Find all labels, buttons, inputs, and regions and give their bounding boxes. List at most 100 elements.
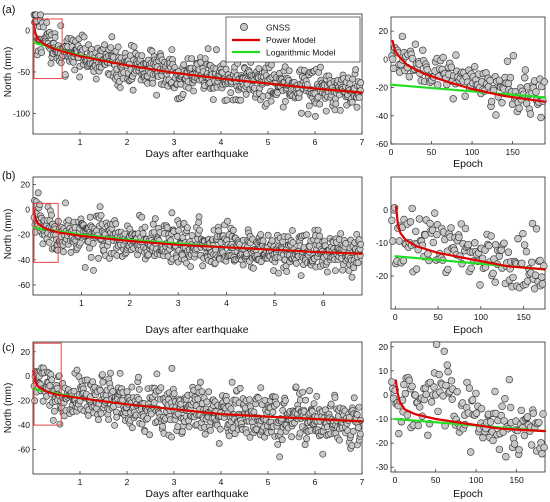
- zoom-xlabel-c: Epoch: [453, 488, 483, 500]
- main-c-gnss-point: [301, 441, 309, 449]
- main-a-xtick-label: 3: [172, 137, 177, 147]
- main-a-gnss-point: [212, 46, 220, 54]
- main-c-gnss-point: [207, 426, 214, 434]
- main-c-gnss-point: [56, 420, 64, 428]
- main-a-gnss-point: [129, 86, 137, 94]
- main-b-gnss-point: [302, 231, 310, 239]
- main-a-gnss-point: [285, 67, 293, 75]
- main-b-gnss-point: [211, 259, 219, 267]
- main-c-gnss-point: [107, 369, 114, 377]
- zoom-c-gnss-point: [458, 399, 467, 407]
- panel-label-a: (a): [2, 4, 15, 16]
- zoom-a-gnss-point: [408, 54, 417, 63]
- zoom-c-gnss-point: [422, 390, 430, 399]
- main-c-gnss-point: [201, 430, 209, 438]
- main-c-gnss-point: [203, 398, 211, 406]
- zoom-b-gnss-point: [485, 242, 493, 250]
- zoom-c-gnss-point: [472, 389, 480, 398]
- main-b-gnss-point: [144, 251, 152, 259]
- main-a-xtick-label: 2: [125, 137, 130, 147]
- main-c-gnss-point: [89, 378, 97, 385]
- main-a-gnss-point: [322, 107, 330, 115]
- zoom-a-gnss-point: [503, 57, 512, 65]
- main-b-gnss-point: [45, 238, 53, 246]
- main-c-gnss-point: [296, 429, 304, 437]
- legend-label-gnss: GNSS: [266, 23, 290, 33]
- zoom-c-gnss-point: [491, 387, 499, 396]
- main-a-xtick-label: 4: [219, 137, 224, 147]
- main-b-gnss-point: [86, 244, 93, 252]
- main-b-xtick-label: 2: [127, 298, 132, 308]
- main-c-gnss-point: [281, 397, 289, 404]
- main-c-gnss-point: [194, 395, 202, 403]
- zoom-b-gnss-point: [431, 209, 439, 217]
- plot-area-b: 1 2 3 4 5 6 20 0 -20 -40 -60: [18, 180, 365, 308]
- zoom-b-gnss-point: [429, 238, 437, 247]
- zoom-c-gnss-point: [477, 405, 486, 413]
- main-a-gnss-point: [201, 55, 209, 62]
- main-c-gnss-point: [335, 436, 343, 444]
- zoom-c-xtick-label: 50: [431, 475, 441, 485]
- main-a-gnss-point: [43, 19, 51, 26]
- zoom-a-gnss-point: [461, 92, 469, 100]
- zoom-c-gnss-point: [388, 378, 396, 386]
- zoom-c-gnss-point: [440, 347, 448, 355]
- main-c-gnss-point: [70, 387, 78, 395]
- main-c-gnss-point: [150, 399, 158, 407]
- main-b-gnss-point: [112, 220, 120, 228]
- main-a-gnss-point: [223, 96, 231, 104]
- main-a-xtick-label: 5: [266, 137, 271, 147]
- main-c-gnss-point: [109, 388, 117, 395]
- zoom-c-gnss-point: [529, 409, 537, 417]
- zoom-b-gnss-point: [467, 264, 475, 272]
- zoom-b-gnss-point: [412, 265, 421, 273]
- main-c-gnss-point: [254, 394, 262, 402]
- main-b-xtick-label: 1: [79, 298, 84, 308]
- main-a-gnss-point: [197, 58, 205, 66]
- zoom-a-gnss-point: [389, 64, 398, 73]
- xlabel-a: Days after earthquake: [145, 148, 248, 160]
- main-c-gnss-point: [308, 407, 316, 415]
- main-c-gnss-point: [353, 411, 361, 418]
- zoom-c-gnss-point: [520, 431, 529, 440]
- main-b-gnss-point: [249, 264, 257, 272]
- zoom-b-gnss-point: [522, 247, 531, 256]
- main-c-gnss-point: [135, 373, 142, 381]
- main-a-gnss-point: [168, 46, 176, 53]
- zoom-c-gnss-point: [510, 440, 519, 448]
- main-c-gnss-point: [128, 424, 136, 432]
- zoom-c-gnss-point: [435, 370, 443, 379]
- main-a-gnss-point: [352, 66, 360, 74]
- zoom-b-gnss-point: [489, 269, 497, 277]
- main-c-gnss-point: [321, 406, 329, 414]
- zoom-c-gnss-point: [424, 431, 432, 439]
- zoom-b-gnss-point: [461, 224, 470, 233]
- main-c-xtick-label: 2: [125, 477, 130, 487]
- main-c-gnss-point: [113, 413, 121, 421]
- main-b-gnss-point: [337, 230, 345, 237]
- zoom-a-ytick-label: 20: [379, 26, 389, 36]
- main-c-gnss-point: [313, 392, 321, 400]
- main-b-gnss-point: [257, 231, 265, 238]
- zoom-a-gnss-point: [521, 66, 529, 74]
- main-b-gnss-point: [48, 211, 55, 219]
- main-c-gnss-point: [310, 400, 318, 407]
- zoom-b-xtick-label: 50: [433, 312, 443, 322]
- main-c-xtick-label: 7: [360, 477, 365, 487]
- zoom-a-gnss-point: [439, 53, 447, 62]
- zoom-b-gnss-point: [509, 273, 517, 282]
- main-a-gnss-point: [188, 55, 196, 62]
- zoom-b-gnss-point: [408, 204, 416, 213]
- zoom-b-gnss-point: [530, 285, 539, 293]
- zoom-c-gnss-point: [411, 391, 419, 399]
- zoom-a-gnss-point: [405, 72, 413, 81]
- main-b-gnss-point: [95, 254, 102, 262]
- zoom-b-gnss-point: [428, 226, 437, 234]
- zoom-b-xtick-label: 0: [393, 312, 398, 322]
- zoom-c-gnss-point: [498, 402, 506, 410]
- main-c-gnss-point: [319, 450, 327, 458]
- zoom-b-gnss-point: [500, 239, 508, 247]
- main-a-gnss-point: [305, 102, 313, 110]
- zoom-xlabel-a: Epoch: [453, 158, 483, 170]
